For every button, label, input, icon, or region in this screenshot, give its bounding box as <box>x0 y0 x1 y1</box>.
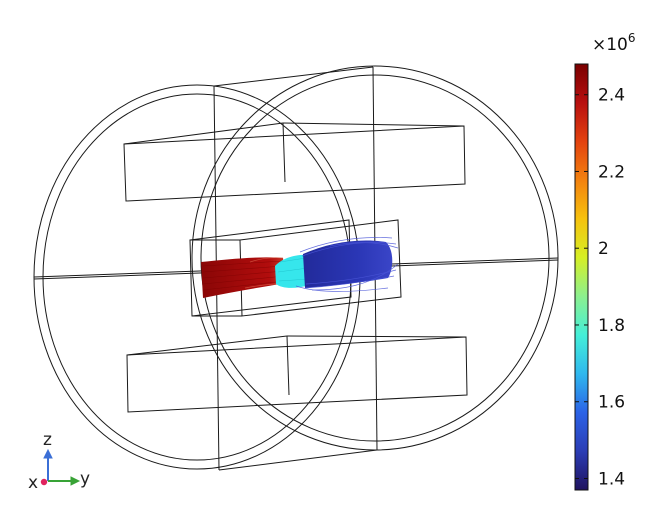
y-axis-label: y <box>80 469 90 489</box>
colorbar-tick-label: 1.6 <box>598 393 625 413</box>
streamlines <box>201 237 399 298</box>
wireframe-geometry <box>33 65 559 471</box>
colorbar: ×106 2.4 2.2 2 1.8 1.6 1.4 <box>574 31 636 491</box>
colorbar-multiplier: ×106 <box>592 31 636 55</box>
colorbar-tick-label: 2.4 <box>598 86 625 106</box>
x-axis-dot <box>40 478 48 486</box>
colorbar-tick-label: 1.8 <box>598 316 625 336</box>
z-axis-label: z <box>43 430 52 450</box>
colorbar-tick-label: 2 <box>598 239 609 259</box>
axis-triad: z x y <box>28 430 90 493</box>
colorbar-gradient <box>574 63 589 491</box>
colorbar-tick-label: 1.4 <box>598 469 625 489</box>
colorbar-tick-label: 2.2 <box>598 162 625 182</box>
streamline-bundle-low <box>303 240 393 288</box>
z-axis-arrowhead <box>43 448 53 459</box>
x-axis-label: x <box>28 473 38 493</box>
y-axis-arrowhead <box>70 476 81 486</box>
